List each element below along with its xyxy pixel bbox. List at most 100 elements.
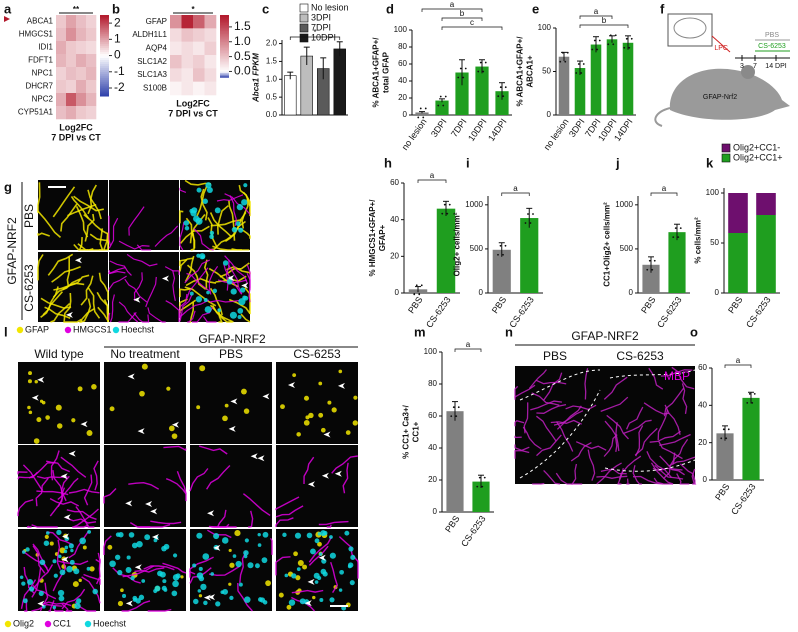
cell [196, 187, 202, 193]
cell [294, 532, 302, 539]
heat-cell [204, 68, 217, 82]
cell [115, 532, 121, 537]
micrograph [104, 362, 186, 444]
arrowhead [257, 455, 265, 462]
micrograph [190, 362, 272, 444]
cell [79, 537, 87, 545]
arrowhead [250, 453, 258, 460]
cell [237, 308, 244, 314]
colorbar-step [100, 27, 109, 30]
cell [347, 562, 354, 568]
fiber [623, 419, 652, 435]
fiber [68, 530, 90, 559]
x-tick-label: 3DPI [567, 117, 587, 139]
x-tick-label: CS-6253 [507, 295, 536, 330]
cell [231, 226, 238, 233]
fiber [22, 550, 48, 569]
y-tick-label: 0 [433, 507, 438, 516]
arrowhead [287, 381, 295, 388]
cell [348, 546, 354, 552]
fiber [126, 253, 158, 267]
cell [200, 255, 205, 260]
y-tick-label: 0 [395, 288, 400, 297]
data-point [628, 46, 631, 49]
fiber [147, 314, 150, 323]
data-point [504, 244, 507, 247]
cell [314, 580, 319, 584]
fiber [48, 600, 55, 612]
significance-bracket [579, 15, 613, 19]
data-point [424, 107, 427, 110]
heat-cell [193, 81, 205, 96]
fiber [543, 469, 561, 485]
colorbar-step [100, 53, 109, 56]
fiber [190, 232, 195, 251]
colorbar-step [220, 69, 229, 72]
cell [198, 566, 203, 571]
row-label: ALDH1L1 [132, 30, 167, 39]
genotype-label: GFAP-NRF2 [571, 329, 639, 343]
cell [196, 405, 201, 410]
fiber [108, 275, 127, 291]
fiber [50, 303, 71, 323]
arrowhead [63, 514, 71, 521]
colorbar-step [100, 92, 109, 95]
heat-cell [170, 15, 182, 29]
significance: * [191, 5, 195, 14]
cell [39, 559, 46, 566]
y-tick-label: 40 [698, 400, 707, 409]
row-label: SLC1A3 [137, 70, 167, 79]
fiber [206, 465, 231, 490]
heat-cell [193, 41, 205, 56]
fiber [73, 508, 99, 528]
colorbar-step [220, 25, 229, 28]
fiber [528, 369, 548, 389]
cell [317, 532, 322, 536]
data-point [450, 415, 453, 418]
cell [230, 288, 237, 295]
heat-cell [76, 80, 87, 94]
bar [435, 100, 449, 115]
fiber [203, 259, 209, 290]
fiber [73, 195, 104, 212]
cell [206, 186, 213, 194]
cell [76, 598, 82, 604]
fiber [145, 276, 157, 308]
y-axis-label: ABCA1+ [525, 55, 534, 88]
legend-label: GFAP [25, 324, 49, 334]
cell [235, 221, 241, 227]
row-label: GFAP [146, 17, 167, 26]
panel-label: e [532, 1, 539, 16]
x-tick-label: CS-6253 [655, 295, 684, 330]
fiber [691, 468, 697, 485]
cell [339, 569, 344, 575]
y-tick-label: 60 [428, 411, 437, 420]
legend-label: Olig2+CC1- [733, 142, 780, 152]
fiber [56, 539, 62, 570]
panel-label: m [414, 324, 426, 339]
x-tick-label: CS-6253 [729, 482, 758, 517]
panel-label: f [660, 1, 665, 16]
colorbar-step [100, 88, 109, 91]
fiber [185, 277, 217, 287]
cell [154, 585, 161, 592]
colorbar-step [100, 69, 109, 73]
y-tick-label: 60 [698, 363, 707, 372]
arrowhead [207, 510, 215, 517]
scale-bar [48, 186, 66, 188]
colorbar-step [100, 81, 109, 85]
fiber [209, 299, 241, 303]
cell [222, 415, 228, 422]
panel-label: b [112, 1, 120, 16]
cell [317, 575, 322, 581]
cell [224, 403, 229, 408]
cell [64, 545, 69, 550]
colorbar-step [220, 74, 229, 77]
cell [144, 534, 151, 541]
micrograph [109, 180, 179, 250]
arrowhead [334, 470, 342, 477]
fiber [66, 256, 70, 288]
fiber [17, 471, 39, 480]
fiber [36, 475, 68, 480]
fiber [342, 462, 349, 494]
